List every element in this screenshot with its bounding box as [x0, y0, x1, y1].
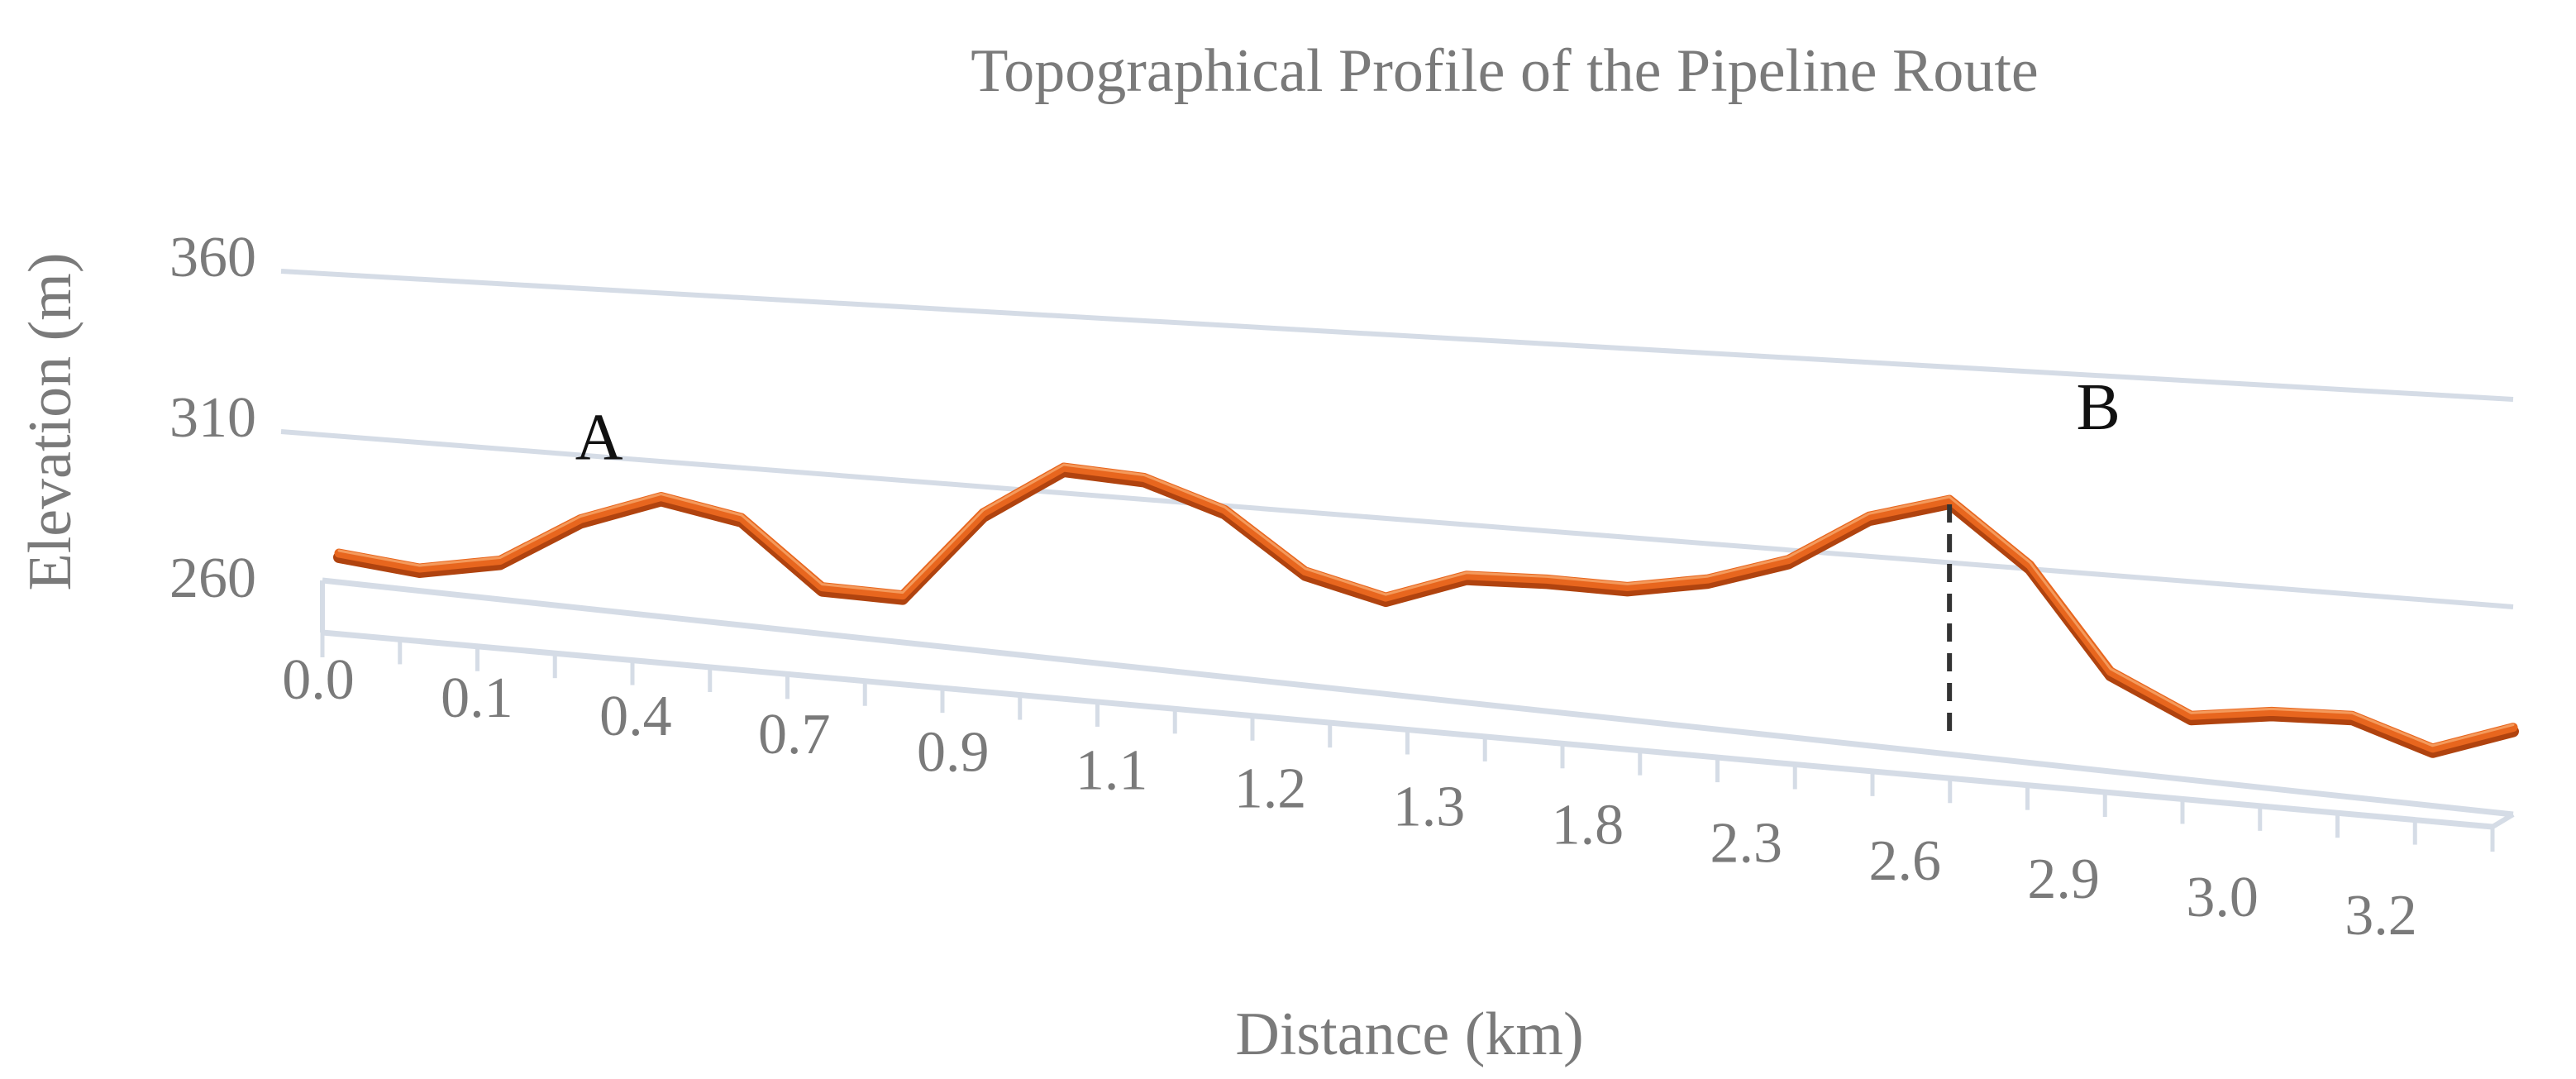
x-tick-label-3.2: 3.2: [2345, 884, 2417, 948]
data-point: [418, 567, 420, 569]
annotation-label-B: B: [2076, 371, 2120, 444]
x-tick-label-1.8: 1.8: [1552, 793, 1624, 857]
y-tick-label-310: 310: [169, 386, 256, 450]
series-elevation: [333, 462, 2519, 758]
x-tick-label-0.1: 0.1: [441, 666, 513, 730]
x-tick-label-1.1: 1.1: [1076, 739, 1148, 803]
y-tick-label-260: 260: [169, 547, 256, 610]
data-point: [1868, 515, 1870, 517]
x-tick-label-2.6: 2.6: [1868, 829, 1941, 893]
x-tick-label-0.7: 0.7: [758, 703, 831, 766]
data-point: [499, 560, 501, 561]
data-point: [2190, 714, 2192, 716]
data-point: [2432, 747, 2434, 749]
data-point: [338, 552, 340, 554]
data-point: [1787, 559, 1789, 561]
x-tick-label-1.3: 1.3: [1393, 775, 1466, 838]
data-point: [2271, 710, 2273, 712]
data-point: [2351, 714, 2353, 716]
x-tick-label-0.9: 0.9: [917, 721, 990, 785]
data-point: [902, 594, 904, 596]
data-point: [1707, 578, 1709, 580]
gridline-310: [280, 429, 2514, 609]
y-axis-title: Elevation (m): [17, 253, 84, 591]
series-line-highlight: [337, 463, 2515, 747]
annotation-label-A: A: [575, 402, 623, 475]
axis-labels: Topographical Profile of the Pipeline Ro…: [17, 37, 2417, 1068]
data-point: [1949, 499, 1950, 500]
x-tick-label-3.0: 3.0: [2186, 866, 2259, 929]
data-point: [1224, 508, 1225, 510]
data-point: [2512, 727, 2514, 728]
gridlines: [280, 269, 2514, 818]
gridline-260: [322, 577, 2514, 818]
floor-right-edge: [2491, 812, 2515, 829]
gridline-360: [280, 269, 2514, 402]
data-point: [821, 586, 823, 588]
x-tick-label-2.3: 2.3: [1710, 811, 1783, 875]
data-point: [1143, 477, 1145, 478]
data-point: [1063, 466, 1065, 468]
x-tick-label-0.4: 0.4: [599, 685, 672, 748]
x-axis: [320, 580, 2515, 852]
chart-title: Topographical Profile of the Pipeline Ro…: [971, 37, 2039, 105]
x-axis-title: Distance (km): [1235, 1000, 1583, 1068]
data-point: [580, 518, 581, 519]
x-tick-label-1.2: 1.2: [1234, 757, 1307, 821]
x-tick-label-0.0: 0.0: [282, 648, 355, 712]
data-point: [1546, 578, 1548, 580]
series-line: [334, 462, 2518, 753]
y-tick-label-360: 360: [169, 226, 256, 289]
x-tick-label-2.9: 2.9: [2027, 847, 2100, 911]
data-point: [1627, 585, 1628, 587]
